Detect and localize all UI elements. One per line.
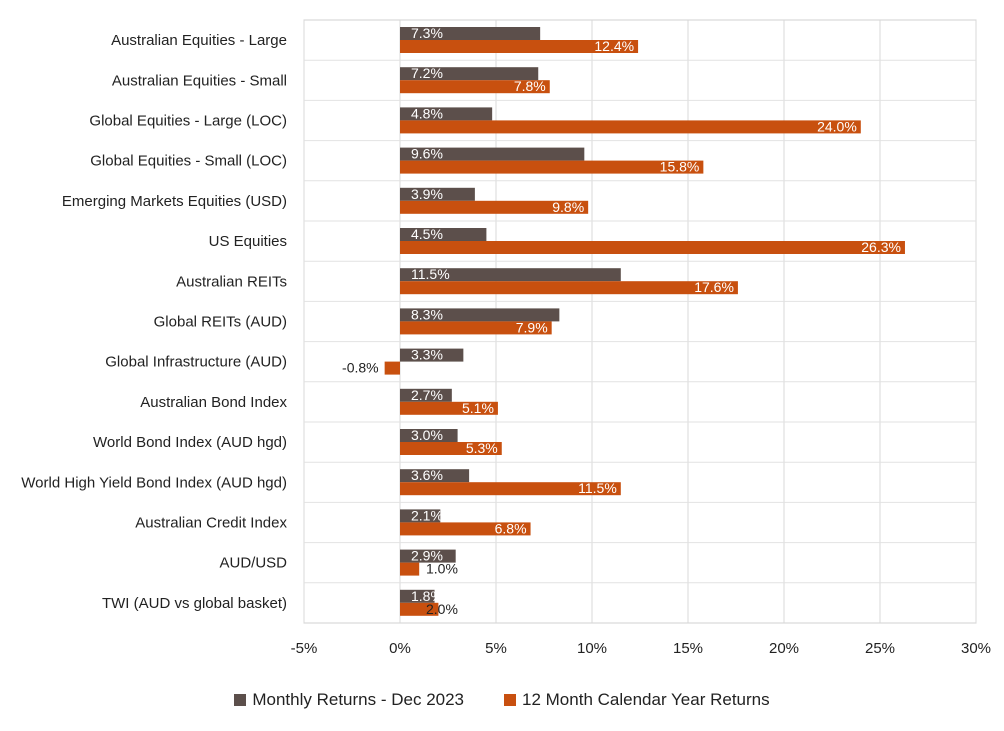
bar-annual <box>400 40 639 53</box>
category-label: Australian REITs <box>176 273 287 290</box>
data-label-monthly: 3.9% <box>411 186 443 202</box>
bar-annual <box>400 281 738 295</box>
x-axis-ticks: -5% 0% 5% 10% 15% 20% 25% 30% <box>291 640 991 657</box>
data-label-monthly: 2.1% <box>411 507 443 523</box>
data-label-annual: 2.0% <box>426 601 458 617</box>
legend-swatch-monthly <box>234 694 247 706</box>
data-label-monthly: 8.3% <box>411 306 443 322</box>
bar-annual <box>400 401 498 415</box>
bar-monthly <box>400 388 452 402</box>
data-label-annual: -0.8% <box>342 360 379 376</box>
legend-swatch-annual <box>504 694 517 706</box>
category-labels: Australian Equities - Large Australian Eq… <box>21 32 287 612</box>
bar-annual <box>400 482 621 496</box>
bar-monthly <box>400 549 456 563</box>
x-tick-label: -5% <box>291 640 318 657</box>
bar-monthly <box>400 107 493 121</box>
category-label: Global Equities - Large (LOC) <box>89 113 287 130</box>
data-label-monthly: 3.0% <box>411 427 443 443</box>
bar-monthly <box>400 589 435 603</box>
bar-annual <box>400 321 552 335</box>
legend: Monthly Returns - Dec 2023 12 Month Cale… <box>0 690 1004 710</box>
data-label-monthly: 2.9% <box>411 548 443 564</box>
data-label-monthly: 3.6% <box>411 467 443 483</box>
bar-monthly <box>400 509 441 523</box>
data-label-annual: 1.0% <box>426 561 458 577</box>
data-label-annual: 12.4% <box>594 38 634 54</box>
data-label-annual: 11.5% <box>578 480 617 496</box>
bar-monthly <box>400 27 541 40</box>
x-tick-label: 10% <box>577 640 607 657</box>
category-label: World High Yield Bond Index (AUD hgd) <box>21 474 287 491</box>
data-labels: 7.3% 12.4% 7.2% 7.8% 4.8% 24.0% 9.6% 15.8% 3.9% 9… <box>342 25 901 617</box>
bar-monthly <box>400 147 585 161</box>
legend-item-monthly: Monthly Returns - Dec 2023 <box>234 690 464 710</box>
x-tick-label: 5% <box>485 640 507 657</box>
data-label-annual: 7.9% <box>516 319 548 335</box>
data-label-annual: 7.8% <box>514 78 546 94</box>
bar-monthly <box>400 429 458 442</box>
category-label: Australian Equities - Large <box>111 32 287 49</box>
data-label-annual: 15.8% <box>660 159 700 175</box>
data-label-annual: 9.8% <box>552 199 584 215</box>
data-label-annual: 6.8% <box>495 520 527 536</box>
data-label-monthly: 1.8% <box>411 588 443 604</box>
legend-label-monthly: Monthly Returns - Dec 2023 <box>252 690 465 709</box>
legend-item-annual: 12 Month Calendar Year Returns <box>504 690 770 710</box>
bar-monthly <box>400 348 464 362</box>
bar-annual <box>384 361 400 375</box>
x-tick-label: 25% <box>865 640 895 657</box>
data-label-monthly: 4.5% <box>411 226 443 242</box>
legend-label-annual: 12 Month Calendar Year Returns <box>522 690 770 709</box>
data-label-annual: 24.0% <box>817 118 857 134</box>
data-label-monthly: 9.6% <box>411 146 443 162</box>
x-tick-label: 0% <box>389 640 411 657</box>
bar-monthly <box>400 67 539 81</box>
data-label-monthly: 7.3% <box>411 25 443 41</box>
category-label: US Equities <box>209 233 287 250</box>
category-label: Australian Equities - Small <box>112 72 287 89</box>
bar-annual <box>400 200 589 214</box>
data-label-annual: 26.3% <box>861 239 901 255</box>
bar-monthly <box>400 469 470 483</box>
category-label: TWI (AUD vs global basket) <box>102 595 287 612</box>
category-label: Global Equities - Small (LOC) <box>90 153 287 170</box>
bars <box>384 27 905 616</box>
bar-annual <box>400 160 704 174</box>
category-label: Australian Bond Index <box>140 394 287 411</box>
data-label-monthly: 7.2% <box>411 65 443 81</box>
bar-annual <box>400 241 905 254</box>
data-label-monthly: 2.7% <box>411 387 443 403</box>
bar-annual <box>400 522 531 536</box>
category-label: Emerging Markets Equities (USD) <box>62 193 287 210</box>
bar-monthly <box>400 308 560 322</box>
bar-annual <box>400 602 439 616</box>
bar-annual <box>400 80 550 94</box>
category-label: World Bond Index (AUD hgd) <box>93 434 287 451</box>
category-label: AUD/USD <box>219 555 287 572</box>
bar-monthly <box>400 187 475 201</box>
data-label-annual: 17.6% <box>694 279 734 295</box>
data-label-monthly: 3.3% <box>411 347 443 363</box>
x-tick-label: 20% <box>769 640 799 657</box>
category-label: Australian Credit Index <box>135 515 287 532</box>
data-label-monthly: 11.5% <box>411 266 450 282</box>
data-label-monthly: 4.8% <box>411 105 443 121</box>
bar-annual <box>400 562 420 576</box>
x-tick-label: 30% <box>961 640 991 657</box>
data-label-annual: 5.3% <box>466 440 498 456</box>
row-separators <box>304 59 976 584</box>
bar-monthly <box>400 268 621 282</box>
bar-monthly <box>400 228 487 241</box>
bar-annual <box>400 442 502 455</box>
x-tick-label: 15% <box>673 640 703 657</box>
category-label: Global REITs (AUD) <box>154 314 287 331</box>
data-label-annual: 5.1% <box>462 400 494 416</box>
bar-annual <box>400 120 861 134</box>
category-label: Global Infrastructure (AUD) <box>105 354 287 371</box>
